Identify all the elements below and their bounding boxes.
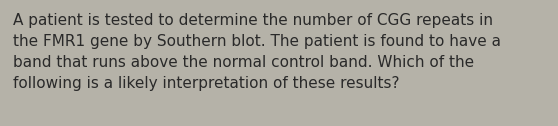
Text: A patient is tested to determine the number of CGG repeats in
the FMR1 gene by S: A patient is tested to determine the num… — [13, 13, 501, 91]
